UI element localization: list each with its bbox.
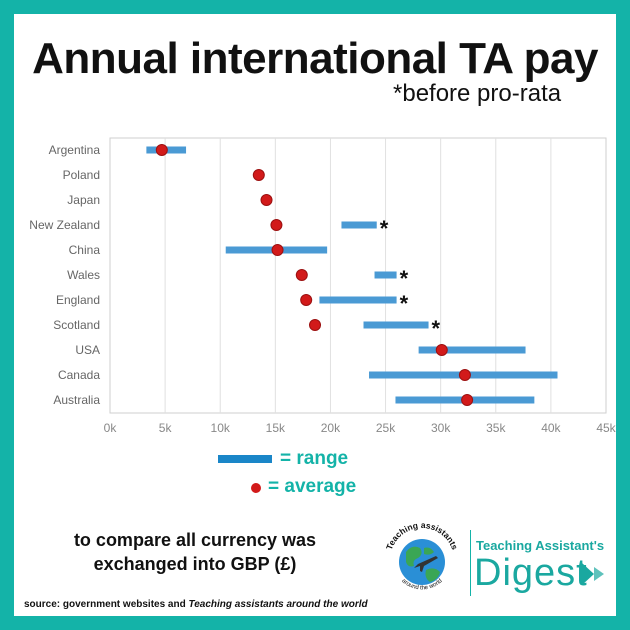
average-point	[260, 194, 273, 206]
source-line: source: government websites and Teaching…	[24, 599, 368, 610]
y-category-label: USA	[75, 343, 100, 357]
source-prefix: source: government websites and	[24, 599, 189, 610]
x-tick-label: 35k	[486, 421, 506, 435]
x-tick-label: 20k	[321, 421, 341, 435]
average-point	[155, 144, 168, 156]
legend-average-label: = average	[268, 476, 357, 497]
legend-range-label: = range	[280, 448, 349, 469]
average-point	[271, 244, 284, 256]
average-point	[295, 269, 308, 281]
asterisk-marker: *	[400, 266, 409, 291]
y-category-label: England	[56, 293, 100, 307]
globe-badge-icon: Teaching assistants around the world	[384, 520, 460, 592]
page-subtitle: *before pro-rata	[393, 80, 562, 107]
average-point	[300, 294, 313, 306]
y-category-label: Poland	[63, 168, 100, 182]
brand-top-text: Teaching Assistant's	[476, 538, 605, 553]
range-bar	[374, 271, 397, 279]
source-italic: Teaching assistants around the world	[188, 599, 368, 610]
legend-average-swatch	[251, 483, 261, 493]
play-arrows-icon	[582, 563, 604, 585]
x-tick-label: 0k	[104, 421, 118, 435]
asterisk-marker: *	[380, 216, 389, 241]
logo-divider	[470, 530, 471, 596]
y-category-label: Canada	[58, 368, 100, 382]
average-point	[458, 369, 471, 381]
x-tick-label: 45k	[596, 421, 616, 435]
x-tick-label: 5k	[159, 421, 173, 435]
page-title: Annual international TA pay	[32, 34, 598, 83]
average-point	[435, 344, 448, 356]
y-category-label: Scotland	[53, 318, 100, 332]
y-category-label: Japan	[67, 193, 100, 207]
range-bar	[319, 296, 397, 304]
asterisk-marker: *	[400, 291, 409, 316]
x-tick-label: 40k	[541, 421, 561, 435]
x-tick-label: 30k	[431, 421, 451, 435]
brand-main-text: Digest	[474, 552, 588, 594]
currency-note: to compare all currency was exchanged in…	[73, 530, 317, 575]
average-point	[461, 394, 474, 406]
y-category-label: Argentina	[49, 143, 101, 157]
x-tick-label: 15k	[266, 421, 286, 435]
y-category-label: Australia	[53, 393, 100, 407]
y-category-label: Wales	[67, 268, 100, 282]
average-point	[270, 219, 283, 231]
asterisk-marker: *	[432, 316, 441, 341]
y-category-label: New Zealand	[29, 218, 100, 232]
legend-range-swatch	[218, 455, 272, 463]
average-point	[252, 169, 265, 181]
range-bar	[341, 221, 377, 229]
y-category-label: China	[69, 243, 101, 257]
plot-area	[109, 137, 607, 414]
x-tick-label: 10k	[211, 421, 231, 435]
average-point	[309, 319, 322, 331]
range-bar	[418, 346, 526, 354]
x-tick-label: 25k	[376, 421, 396, 435]
range-bar	[363, 321, 429, 329]
